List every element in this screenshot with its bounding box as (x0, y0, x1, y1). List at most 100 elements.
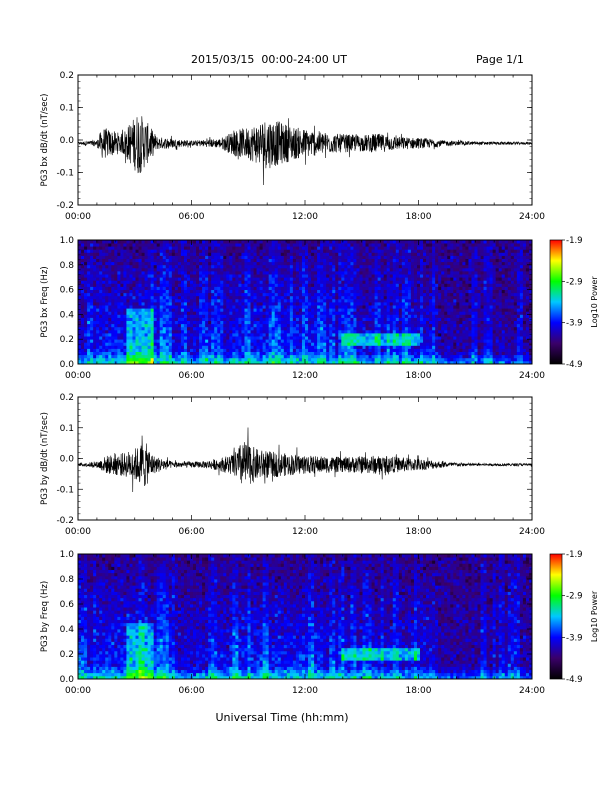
spectrogram-cell (344, 357, 348, 362)
spectrogram-cell (129, 240, 133, 244)
spectrogram-cell (244, 333, 248, 337)
spectrogram-cell (413, 246, 418, 250)
spectrogram-cell (332, 249, 336, 253)
spectrogram-cell (347, 333, 351, 337)
spectrogram-cell (120, 289, 124, 294)
spectrogram-cell (359, 354, 363, 359)
spectrogram-cell (78, 252, 82, 256)
spectrogram-cell (111, 271, 115, 275)
spectrogram-cell (410, 320, 415, 325)
spectrogram-cell (78, 255, 82, 259)
spectrogram-cell (96, 305, 100, 309)
spectrogram-cell (93, 360, 97, 365)
spectrogram-cell (404, 360, 409, 365)
spectrogram-cell (253, 305, 257, 309)
spectrogram-cell (159, 280, 164, 284)
spectrogram-cell (341, 289, 345, 294)
spectrogram-cell (380, 323, 385, 328)
spectrogram-cell (435, 283, 439, 287)
spectrogram-cell (84, 333, 88, 337)
spectrogram-cell (144, 252, 149, 256)
spectrogram-cell (84, 246, 88, 250)
spectrogram-cell (289, 354, 294, 359)
spectrogram-cell (153, 264, 158, 269)
page-number: Page 1/1 (476, 53, 524, 66)
spectrogram-cell (162, 255, 167, 259)
spectrogram-cell (235, 271, 239, 275)
spectrogram-cell (196, 305, 200, 309)
spectrogram-cell (177, 264, 182, 269)
spectrogram-cell (416, 298, 421, 303)
spectrogram-cell (87, 261, 91, 266)
spectrogram-cell (295, 345, 300, 349)
spectrogram-cell (271, 345, 276, 349)
spectrogram-cell (438, 336, 442, 340)
spectrogram-cell (377, 360, 382, 365)
spectrogram-cell (120, 286, 124, 290)
spectrogram-cell (241, 283, 245, 287)
spectrogram-cell (235, 311, 239, 315)
spectrogram-cell (362, 286, 366, 290)
spectrogram-cell (235, 246, 239, 250)
spectrogram-cell (338, 305, 342, 309)
spectrogram-cell (220, 326, 224, 331)
spectrogram-cell (135, 255, 139, 259)
spectrogram-cell (78, 354, 82, 359)
spectrogram-cell (193, 286, 197, 290)
spectrogram-cell (193, 292, 197, 297)
spectrogram-cell (280, 283, 285, 287)
spectrogram-cell (214, 357, 218, 362)
spectrogram-cell (81, 333, 85, 337)
spectrogram-cell (256, 326, 260, 331)
spectrogram-cell (132, 329, 136, 334)
spectrogram-cell (120, 333, 124, 337)
spectrogram-cell (81, 277, 85, 281)
spectrogram-cell (341, 329, 345, 334)
spectrogram-cell (247, 264, 251, 269)
spectrogram-cell (389, 360, 394, 365)
spectrogram-cell (232, 274, 236, 278)
spectrogram-cell (226, 317, 230, 321)
spectrogram-cell (410, 261, 415, 266)
spectrogram-cell (144, 333, 149, 337)
spectrogram-cell (229, 298, 233, 303)
spectrogram-cell (177, 267, 182, 272)
spectrogram-cell (389, 243, 394, 247)
spectrogram-cell (314, 246, 318, 250)
spectrogram-cell (202, 326, 206, 331)
spectrogram-cell (223, 289, 227, 294)
spectrogram-cell (341, 311, 345, 315)
spectrogram-cell (320, 274, 324, 278)
spectrogram-cell (208, 351, 212, 356)
spectrogram-cell (326, 277, 330, 281)
spectrogram-cell (341, 339, 345, 343)
spectrogram-cell (326, 320, 330, 325)
spectrogram-cell (359, 240, 363, 244)
spectrogram-cell (138, 264, 142, 269)
spectrogram-cell (208, 305, 212, 309)
spectrogram-cell (171, 360, 176, 365)
spectrogram-cell (250, 298, 254, 303)
spectrogram-cell (341, 258, 345, 263)
spectrogram-cell (432, 295, 436, 300)
spectrogram-cell (435, 289, 439, 294)
spectrogram-cell (429, 243, 433, 247)
spectrogram-cell (229, 274, 233, 278)
spectrogram-cell (220, 271, 224, 275)
spectrogram-cell (141, 277, 145, 281)
spectrogram-cell (241, 308, 245, 312)
spectrogram-cell (150, 339, 155, 343)
spectrogram-cell (217, 329, 221, 334)
spectrogram-cell (353, 311, 357, 315)
spectrogram-cell (256, 255, 260, 259)
spectrogram-cell (223, 323, 227, 328)
spectrogram-cell (335, 246, 339, 250)
spectrogram-cell (135, 360, 139, 365)
spectrogram-cell (286, 314, 291, 318)
spectrogram-cell (362, 305, 366, 309)
spectrogram-cell (353, 277, 357, 281)
spectrogram-cell (392, 277, 397, 281)
spectrogram-cell (214, 271, 218, 275)
spectrogram-cell (196, 308, 200, 312)
spectrogram-cell (314, 274, 318, 278)
